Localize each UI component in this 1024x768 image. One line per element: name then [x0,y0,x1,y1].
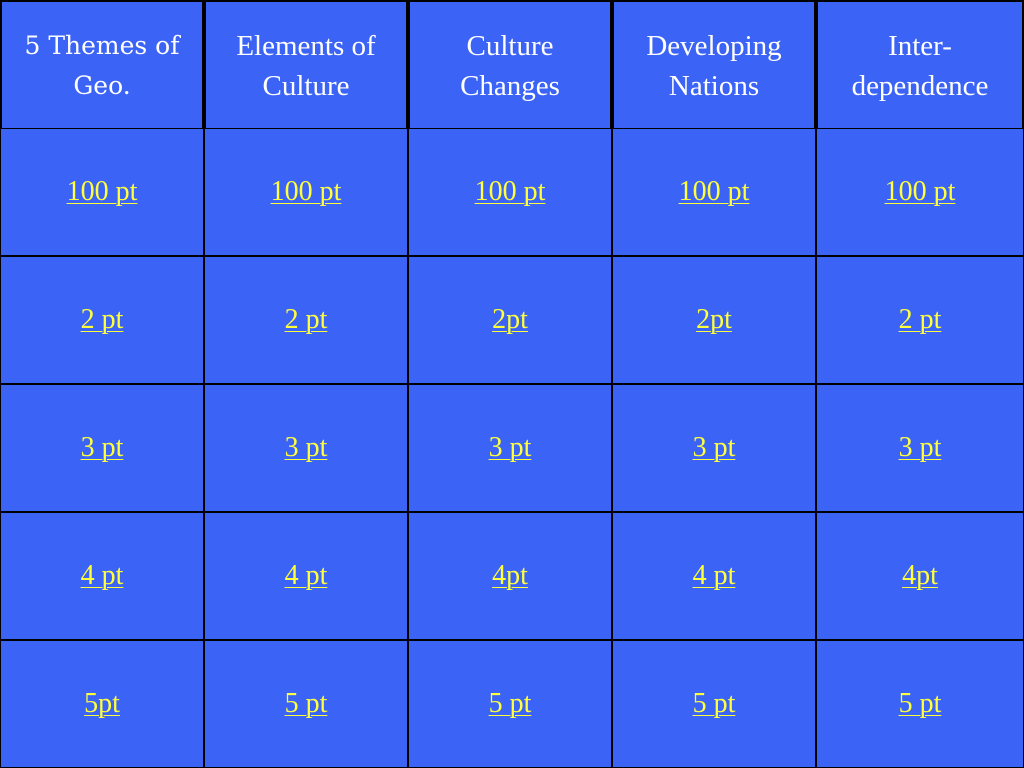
question-link[interactable]: 4 pt [80,560,124,591]
question-link[interactable]: 5 pt [692,688,736,719]
question-link[interactable]: 2pt [696,304,732,335]
question-cell: 3 pt [816,384,1024,512]
category-header-developing-nations: Developing Nations [612,0,816,130]
question-link[interactable]: 2pt [492,304,528,335]
question-cell: 5 pt [408,640,612,768]
question-cell: 100 pt [204,128,408,256]
category-label: Culture Changes [460,30,560,102]
question-cell: 3 pt [204,384,408,512]
question-link[interactable]: 4pt [492,560,528,591]
question-link[interactable]: 2 pt [80,304,124,335]
question-link[interactable]: 2 pt [898,304,942,335]
category-header-interdependence: Inter-dependence [816,0,1024,130]
question-link[interactable]: 3 pt [692,432,736,463]
question-cell: 100 pt [612,128,816,256]
question-link[interactable]: 5pt [84,688,120,719]
category-header-culture-changes: Culture Changes [408,0,612,130]
question-cell: 2pt [612,256,816,384]
question-cell: 4 pt [0,512,204,640]
question-cell: 4 pt [204,512,408,640]
question-cell: 5 pt [204,640,408,768]
question-link[interactable]: 100 pt [66,176,138,207]
question-cell: 100 pt [408,128,612,256]
category-label: 5 Themes of Geo. [24,31,180,100]
question-cell: 2pt [408,256,612,384]
question-cell: 5pt [0,640,204,768]
question-link[interactable]: 100 pt [678,176,750,207]
question-link[interactable]: 5 pt [284,688,328,719]
question-cell: 2 pt [816,256,1024,384]
category-label: Developing Nations [646,30,782,102]
question-link[interactable]: 4 pt [692,560,736,591]
question-cell: 3 pt [0,384,204,512]
question-cell: 100 pt [0,128,204,256]
question-link[interactable]: 4 pt [284,560,328,591]
question-link[interactable]: 100 pt [884,176,956,207]
category-label: Elements of Culture [236,30,376,102]
question-cell: 100 pt [816,128,1024,256]
question-link[interactable]: 5 pt [488,688,532,719]
question-link[interactable]: 4pt [902,560,938,591]
question-cell: 5 pt [816,640,1024,768]
question-cell: 2 pt [0,256,204,384]
question-cell: 4 pt [612,512,816,640]
question-link[interactable]: 3 pt [898,432,942,463]
question-cell: 4pt [408,512,612,640]
category-label: Inter-dependence [851,30,989,102]
category-header-row: 5 Themes of Geo. Elements of Culture Cul… [0,0,1024,130]
question-link[interactable]: 3 pt [80,432,124,463]
question-link[interactable]: 2 pt [284,304,328,335]
question-cell: 2 pt [204,256,408,384]
question-link[interactable]: 3 pt [488,432,532,463]
category-header-elements-of-culture: Elements of Culture [204,0,408,130]
question-cell: 4pt [816,512,1024,640]
question-link[interactable]: 100 pt [270,176,342,207]
points-grid: 100 pt 100 pt 100 pt 100 pt 100 pt 2 pt … [0,128,1024,768]
question-cell: 5 pt [612,640,816,768]
question-link[interactable]: 100 pt [474,176,546,207]
question-link[interactable]: 3 pt [284,432,328,463]
category-header-5-themes: 5 Themes of Geo. [0,0,204,130]
question-cell: 3 pt [408,384,612,512]
question-link[interactable]: 5 pt [898,688,942,719]
question-cell: 3 pt [612,384,816,512]
